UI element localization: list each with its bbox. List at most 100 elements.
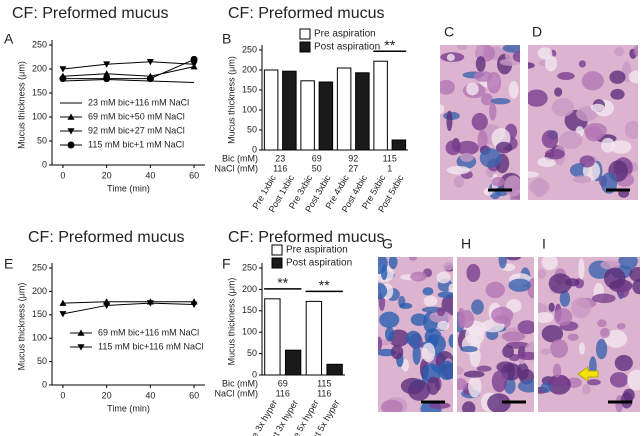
series-line <box>62 61 195 70</box>
cell <box>379 311 400 328</box>
row-value: 27 <box>348 163 358 173</box>
cell <box>600 327 610 339</box>
panel-letter: I <box>542 236 546 252</box>
marker <box>103 75 111 83</box>
y-axis-label: Mucus thickness (μm) <box>226 278 236 366</box>
bar <box>326 363 343 376</box>
y-tick-label: 150 <box>32 309 47 319</box>
cell <box>459 310 475 329</box>
bar <box>282 70 297 151</box>
cell <box>567 333 579 341</box>
significance-label: ** <box>384 37 395 53</box>
marker <box>67 113 75 120</box>
cell <box>466 82 479 96</box>
row-value: 116 <box>273 163 287 173</box>
cell <box>508 278 531 292</box>
y-tick-label: 250 <box>242 262 257 272</box>
panel-letter: F <box>222 256 231 272</box>
x-tick-label: 40 <box>145 170 155 180</box>
y-tick-label: 0 <box>252 369 257 379</box>
row-label: Bic (mM) <box>222 378 258 388</box>
chart-title: CF: Preformed mucus <box>28 229 184 246</box>
cell <box>501 331 526 342</box>
tissue <box>538 257 640 412</box>
y-tick-label: 200 <box>32 286 47 296</box>
cell <box>480 93 493 106</box>
row-value: 116 <box>317 388 331 398</box>
y-tick-label: 100 <box>32 333 47 343</box>
cell <box>388 257 398 270</box>
cell <box>627 369 640 391</box>
y-axis-label: Mucus thickness (μm) <box>16 283 26 371</box>
cell <box>551 97 575 117</box>
legend-label: Pre aspiration <box>314 29 376 40</box>
cell <box>633 45 638 57</box>
cell <box>443 261 453 271</box>
cell <box>538 269 547 279</box>
cell <box>428 402 451 409</box>
cell <box>456 140 479 156</box>
marker <box>67 141 75 149</box>
y-tick-label: 0 <box>252 144 257 154</box>
cell <box>572 175 592 184</box>
bar <box>373 60 388 151</box>
cell <box>592 293 616 304</box>
cell <box>502 345 514 358</box>
cell <box>540 382 553 393</box>
cell <box>610 140 632 154</box>
y-tick-label: 250 <box>242 44 257 54</box>
cell <box>548 302 555 312</box>
cell <box>491 176 505 187</box>
cell <box>460 346 478 353</box>
x-tick-label: 0 <box>60 390 65 400</box>
cell <box>429 310 452 323</box>
cell <box>557 72 575 81</box>
tissue <box>528 45 638 198</box>
cell <box>378 257 388 275</box>
cell <box>459 152 474 162</box>
legend-swatch <box>271 244 283 256</box>
cell <box>378 336 383 351</box>
bar <box>300 80 315 151</box>
row-value: 23 <box>275 153 285 163</box>
cell <box>437 291 453 299</box>
row-value: 1 <box>387 163 392 173</box>
cell <box>537 47 553 60</box>
panel-letter: B <box>222 31 231 47</box>
cell <box>490 97 511 105</box>
row-value: 115 <box>317 378 331 388</box>
cell <box>446 165 471 175</box>
cell <box>552 363 562 378</box>
histology-image <box>378 257 453 412</box>
marker <box>103 70 111 77</box>
marker <box>77 344 85 351</box>
cell <box>495 141 513 154</box>
legend-swatch <box>271 257 283 269</box>
legend-label: 115 mM bic+1 mM NaCl <box>88 139 184 149</box>
cell <box>378 282 388 300</box>
y-tick-label: 250 <box>32 39 47 49</box>
y-tick-label: 50 <box>37 135 47 145</box>
legend-label: Post aspiration <box>286 258 352 269</box>
cell <box>465 325 485 346</box>
cell <box>448 283 453 294</box>
y-axis-label: Mucus thickness (μm) <box>16 61 26 149</box>
marker <box>190 301 198 309</box>
y-tick-label: 50 <box>247 124 257 134</box>
cell <box>517 351 534 361</box>
cell <box>390 344 404 360</box>
series-line <box>62 66 195 77</box>
cell <box>628 70 638 84</box>
cell <box>401 359 410 372</box>
series-line <box>62 301 195 304</box>
marker <box>77 329 85 336</box>
marker <box>103 61 111 68</box>
cell <box>620 392 633 409</box>
row-label: NaCl (mM) <box>215 388 259 398</box>
cell <box>541 257 558 271</box>
marker <box>103 302 111 309</box>
cell <box>475 56 486 72</box>
cell <box>544 55 557 72</box>
row-label: Bic (mM) <box>222 153 258 163</box>
bar <box>318 81 334 151</box>
